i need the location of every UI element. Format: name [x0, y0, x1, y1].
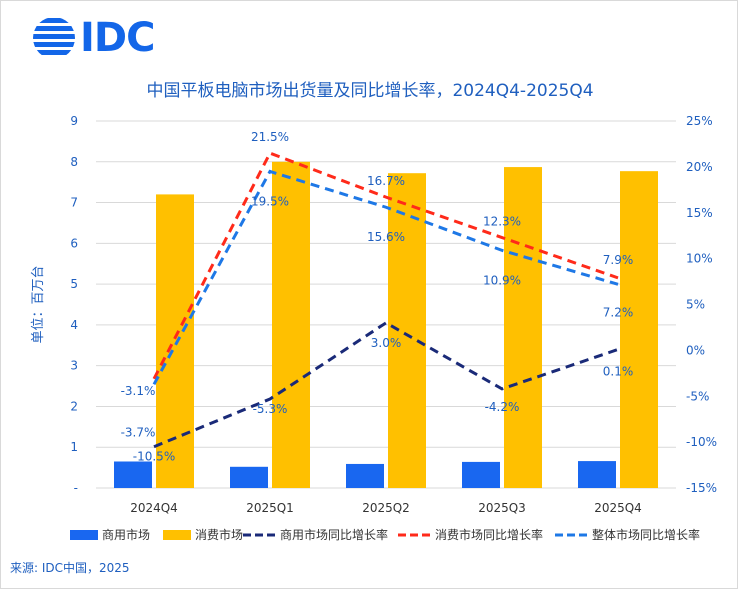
logo-wordmark: IDC — [80, 15, 155, 61]
data-label: 0.1% — [603, 364, 634, 378]
y-tick-label: 8 — [70, 155, 78, 169]
legend-label: 消费市场 — [195, 527, 243, 542]
x-tick-label: 2025Q2 — [362, 501, 410, 515]
idc-logo: IDC — [30, 12, 165, 64]
y-tick-label: 7 — [70, 196, 78, 210]
y2-tick-label: -10% — [686, 435, 717, 449]
commercial-bar — [462, 461, 500, 488]
y-tick-label: 6 — [70, 236, 78, 250]
commercial-bar — [346, 463, 384, 488]
legend-label: 整体市场同比增长率 — [592, 527, 700, 542]
data-label: 15.6% — [367, 230, 405, 244]
y2-tick-label: -5% — [686, 389, 709, 403]
data-label: 3.0% — [371, 336, 402, 350]
y-tick-label: 3 — [70, 359, 78, 373]
y2-tick-label: 25% — [686, 114, 713, 128]
consumer-growth-line — [152, 151, 619, 380]
x-tick-label: 2024Q4 — [130, 501, 178, 515]
data-label: 19.5% — [251, 194, 289, 208]
legend-label: 消费市场同比增长率 — [435, 527, 543, 542]
y-axis-title: 单位：百万台 — [31, 265, 46, 343]
y-tick-label: 4 — [70, 318, 78, 332]
y2-tick-label: 15% — [686, 206, 713, 220]
globe-icon — [33, 18, 75, 55]
chart-title: 中国平板电脑市场出货量及同比增长率，2024Q4-2025Q4 — [146, 81, 594, 101]
y2-tick-label: -15% — [686, 481, 717, 495]
data-label: 10.9% — [483, 273, 521, 287]
data-label: -10.5% — [133, 450, 175, 464]
legend-label: 商用市场同比增长率 — [280, 527, 388, 542]
commercial-growth-line — [153, 321, 619, 449]
y-tick-label: - — [74, 481, 78, 495]
y2-tick-label: 10% — [686, 252, 713, 266]
x-tick-label: 2025Q1 — [246, 501, 294, 515]
y2-tick-label: 20% — [686, 160, 713, 174]
y-tick-label: 1 — [70, 440, 78, 454]
total-growth-line — [152, 169, 619, 386]
data-label: 7.2% — [603, 305, 634, 319]
commercial-bar — [578, 461, 616, 488]
consumer-bar — [388, 173, 426, 488]
data-label: 21.5% — [251, 130, 289, 144]
data-label: -3.7% — [121, 425, 156, 439]
y2-tick-label: 5% — [686, 298, 705, 312]
data-label: 7.9% — [603, 253, 634, 267]
data-label: -5.3% — [253, 402, 288, 416]
data-label: -4.2% — [485, 400, 520, 414]
data-label: 12.3% — [483, 215, 521, 229]
y-tick-label: 9 — [70, 114, 78, 128]
x-tick-label: 2025Q4 — [594, 501, 642, 515]
legend-swatch — [70, 530, 98, 540]
consumer-bar — [504, 167, 542, 488]
commercial-bar — [114, 461, 152, 488]
x-tick-label: 2025Q3 — [478, 501, 526, 515]
consumer-bar — [272, 161, 310, 488]
legend-label: 商用市场 — [102, 527, 150, 542]
y-tick-label: 5 — [70, 277, 78, 291]
y2-tick-label: 0% — [686, 343, 705, 357]
legend-swatch — [163, 530, 191, 540]
consumer-bar — [620, 171, 658, 488]
data-label: -3.1% — [121, 384, 156, 398]
source-note: 来源: IDC中国，2025 — [10, 561, 130, 575]
commercial-bar — [230, 466, 268, 488]
data-label: 16.7% — [367, 174, 405, 188]
y-tick-label: 2 — [70, 399, 78, 413]
